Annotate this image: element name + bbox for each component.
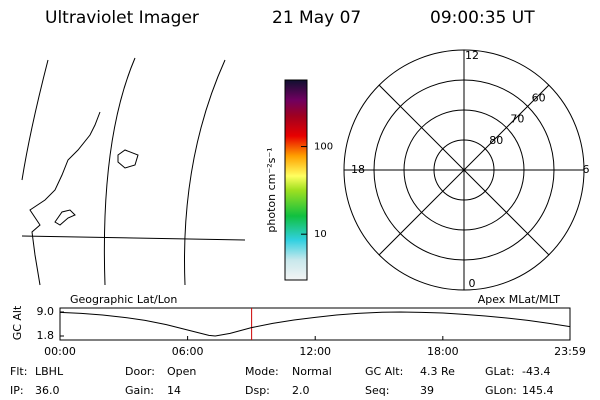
title: Ultraviolet Imager (45, 8, 199, 28)
field-value: 39 (420, 384, 434, 397)
lat-label: 60 (532, 91, 546, 104)
lat-ring (403, 109, 525, 231)
date: 21 May 07 (272, 8, 361, 28)
y-tick-label: 1.8 (37, 329, 55, 342)
plot-frame (59, 307, 571, 341)
left-label: Geographic Lat/Lon (70, 293, 177, 306)
field-value: Open (167, 365, 196, 378)
field-value: Normal (292, 365, 332, 378)
meridian (184, 59, 226, 286)
meridian (21, 59, 49, 181)
field-value: -43.4 (522, 365, 550, 378)
field-label: Mode: (245, 365, 279, 378)
field-value: 14 (167, 384, 181, 397)
field-label: Flt: (10, 365, 27, 378)
mlt-label: 18 (351, 163, 365, 176)
y-axis-label: GC Alt (11, 305, 24, 340)
y-tick-label: 9.0 (37, 305, 55, 318)
polar-spoke (378, 84, 550, 256)
meridian (103, 57, 136, 286)
field-label: Door: (125, 365, 155, 378)
field-value: 2.0 (292, 384, 310, 397)
field-value: LBHL (35, 365, 64, 378)
x-tick-label: 23:59 (554, 345, 586, 358)
field-value: 145.4 (522, 384, 554, 397)
field-label: Dsp: (245, 384, 270, 397)
mlt-label: 0 (469, 277, 476, 290)
colorbar (284, 79, 308, 281)
colorbar-tick-label: 10 (314, 229, 327, 240)
time: 09:00:35 UT (430, 8, 535, 28)
field-label: GLat: (485, 365, 514, 378)
coastline (117, 149, 139, 169)
lat-ring (373, 79, 555, 261)
x-tick-label: 18:00 (427, 345, 459, 358)
field-label: IP: (10, 384, 24, 397)
right-label: Apex MLat/MLT (478, 293, 561, 306)
colorbar-label: photon cm⁻²s⁻¹ (265, 147, 278, 232)
coastline (29, 111, 101, 286)
field-label: GLon: (485, 384, 517, 397)
map (21, 57, 246, 286)
altitude-line (59, 311, 571, 337)
field-label: GC Alt: (365, 365, 403, 378)
field-label: Seq: (365, 384, 389, 397)
x-tick-label: 00:00 (44, 345, 76, 358)
lat-ring (433, 139, 495, 201)
field-label: Gain: (125, 384, 154, 397)
parallel (21, 235, 246, 241)
coastline (54, 209, 76, 226)
x-tick-label: 06:00 (172, 345, 204, 358)
field-value: 4.3 Re (420, 365, 455, 378)
mlt-label: 6 (583, 163, 590, 176)
colorbar-tick-label: 100 (314, 142, 333, 153)
x-tick-label: 12:00 (299, 345, 331, 358)
field-value: 36.0 (35, 384, 60, 397)
mlt-label: 12 (465, 49, 479, 62)
lat-label: 70 (510, 113, 524, 126)
lat-label: 80 (489, 134, 503, 147)
